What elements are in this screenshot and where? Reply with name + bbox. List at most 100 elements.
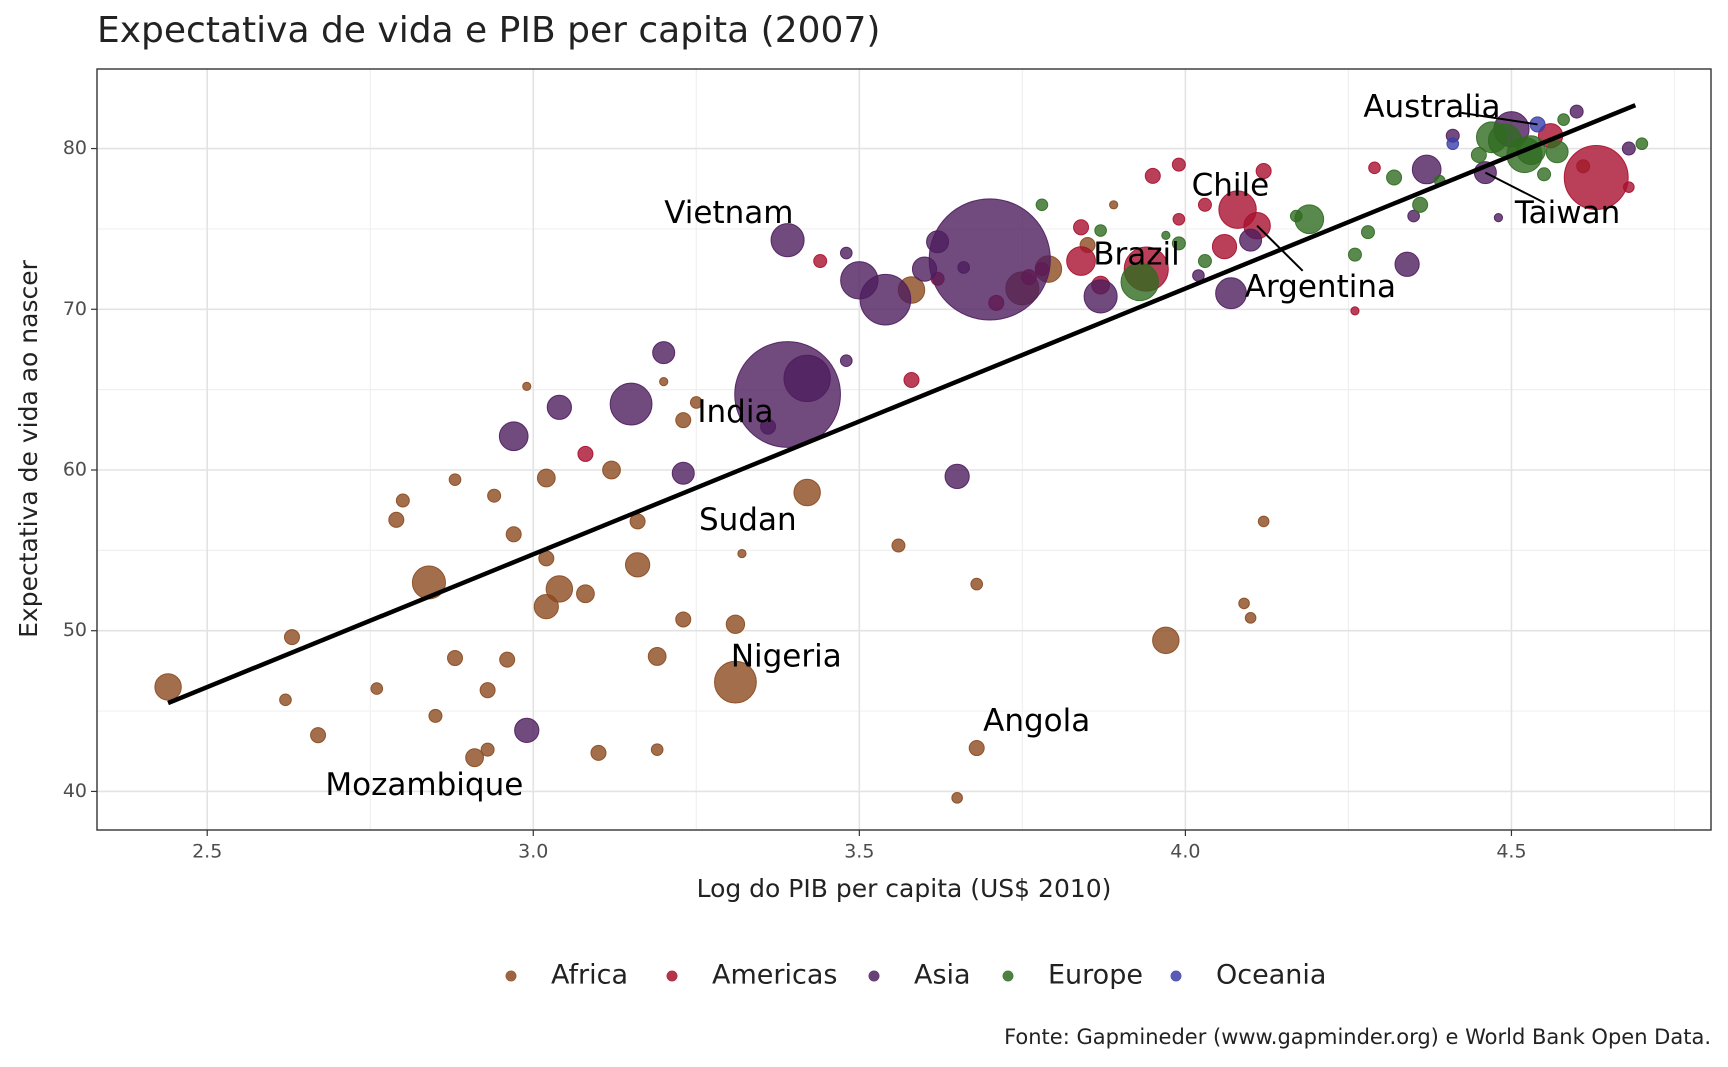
- bubble: [505, 526, 522, 543]
- bubble: [279, 693, 292, 707]
- legend-marker: [505, 970, 517, 982]
- bubble: [154, 673, 182, 701]
- x-tick-label: 4.5: [1496, 841, 1526, 863]
- bubble: [577, 445, 594, 462]
- bubble: [1244, 612, 1257, 624]
- bubble: [1350, 306, 1360, 316]
- bubble: [793, 478, 821, 507]
- annotation: Chile: [1192, 168, 1270, 204]
- legend-label: Americas: [712, 960, 837, 991]
- y-tick-label: 60: [63, 458, 87, 480]
- trend-line: [167, 103, 1637, 706]
- bubble: [1094, 224, 1107, 237]
- bubble: [1109, 200, 1119, 210]
- bubble: [602, 460, 621, 480]
- bubble: [783, 354, 831, 403]
- bubble: [1621, 141, 1636, 156]
- bubble: [1083, 279, 1118, 314]
- bubble: [1120, 262, 1159, 302]
- y-tick-label: 80: [63, 137, 87, 159]
- bubble: [944, 463, 970, 490]
- bubble: [1407, 209, 1420, 223]
- caption: Fonte: Gapmineder (www.gapminder.org) e …: [1004, 1025, 1711, 1049]
- annotation: Angola: [983, 703, 1090, 739]
- bubble: [428, 708, 443, 723]
- bubble: [514, 717, 540, 743]
- bubble: [522, 381, 532, 392]
- bubble: [1569, 104, 1584, 119]
- legend-label: Europe: [1048, 960, 1143, 991]
- bubble: [1545, 140, 1569, 164]
- bubble: [1239, 228, 1263, 252]
- bubble: [675, 412, 692, 429]
- bubble: [968, 740, 985, 757]
- bubble: [859, 273, 912, 326]
- x-tick-label: 3.0: [518, 841, 548, 863]
- bubble: [650, 743, 664, 756]
- bubble: [487, 488, 502, 503]
- bubble: [675, 611, 692, 628]
- legend-label: Oceania: [1216, 960, 1326, 991]
- annotation: India: [697, 394, 773, 430]
- bubble: [928, 198, 1051, 321]
- bubble: [395, 493, 410, 508]
- bubble: [1172, 212, 1186, 226]
- x-axis-label: Log do PIB per capita (US$ 2010): [697, 874, 1112, 903]
- legend-marker: [1170, 970, 1182, 982]
- bubble: [1161, 230, 1171, 240]
- bubble: [1360, 225, 1375, 240]
- annotation: Nigeria: [731, 639, 842, 675]
- legend-label: Africa: [551, 960, 628, 991]
- legend-marker: [868, 970, 880, 982]
- bubble: [1537, 167, 1552, 182]
- bubble: [590, 744, 607, 761]
- bubble: [448, 473, 462, 486]
- bubble: [1563, 145, 1629, 210]
- bubble: [1557, 113, 1570, 126]
- annotation: Brazil: [1093, 237, 1180, 273]
- bubble: [689, 396, 703, 409]
- annotation: Mozambique: [325, 767, 523, 803]
- bubble: [1446, 137, 1460, 151]
- bubble: [1368, 161, 1381, 175]
- bubble: [1215, 277, 1247, 310]
- bubble: [479, 682, 496, 699]
- bubble: [480, 742, 495, 757]
- bubble: [1257, 515, 1270, 528]
- y-tick-label: 50: [63, 619, 87, 641]
- annotation: Taiwan: [1514, 195, 1620, 231]
- bubble: [1152, 626, 1180, 655]
- bubble: [576, 584, 595, 604]
- bubble: [1073, 219, 1090, 236]
- annotation-leader: [1461, 111, 1538, 126]
- bubble: [388, 511, 405, 528]
- chart-title: Expectativa de vida e PIB per capita (20…: [97, 10, 880, 51]
- bubble: [1470, 146, 1487, 163]
- bubble: [1171, 236, 1186, 251]
- bubble: [737, 548, 747, 559]
- bubble: [891, 538, 906, 553]
- bubble: [1394, 251, 1420, 277]
- bubble: [499, 651, 516, 668]
- bubble: [714, 660, 757, 704]
- y-axis-label: Expectativa de vida ao nascer: [14, 259, 43, 637]
- bubble: [1255, 163, 1272, 180]
- y-tick-label: 70: [63, 298, 87, 320]
- bubble: [770, 223, 805, 258]
- x-tick-label: 2.5: [192, 841, 222, 863]
- bubble: [370, 682, 384, 695]
- bubble: [1144, 167, 1161, 184]
- y-tick-label: 40: [63, 780, 87, 802]
- bubble: [1066, 246, 1096, 276]
- bubble: [970, 577, 984, 591]
- bubble: [545, 575, 574, 603]
- bubble: [465, 748, 484, 768]
- bubble: [839, 246, 853, 260]
- bubble: [903, 371, 920, 389]
- bubble: [536, 468, 556, 488]
- bubble: [725, 614, 746, 634]
- annotation: Vietnam: [664, 195, 793, 231]
- bubble: [1035, 198, 1049, 212]
- bubble: [671, 461, 695, 485]
